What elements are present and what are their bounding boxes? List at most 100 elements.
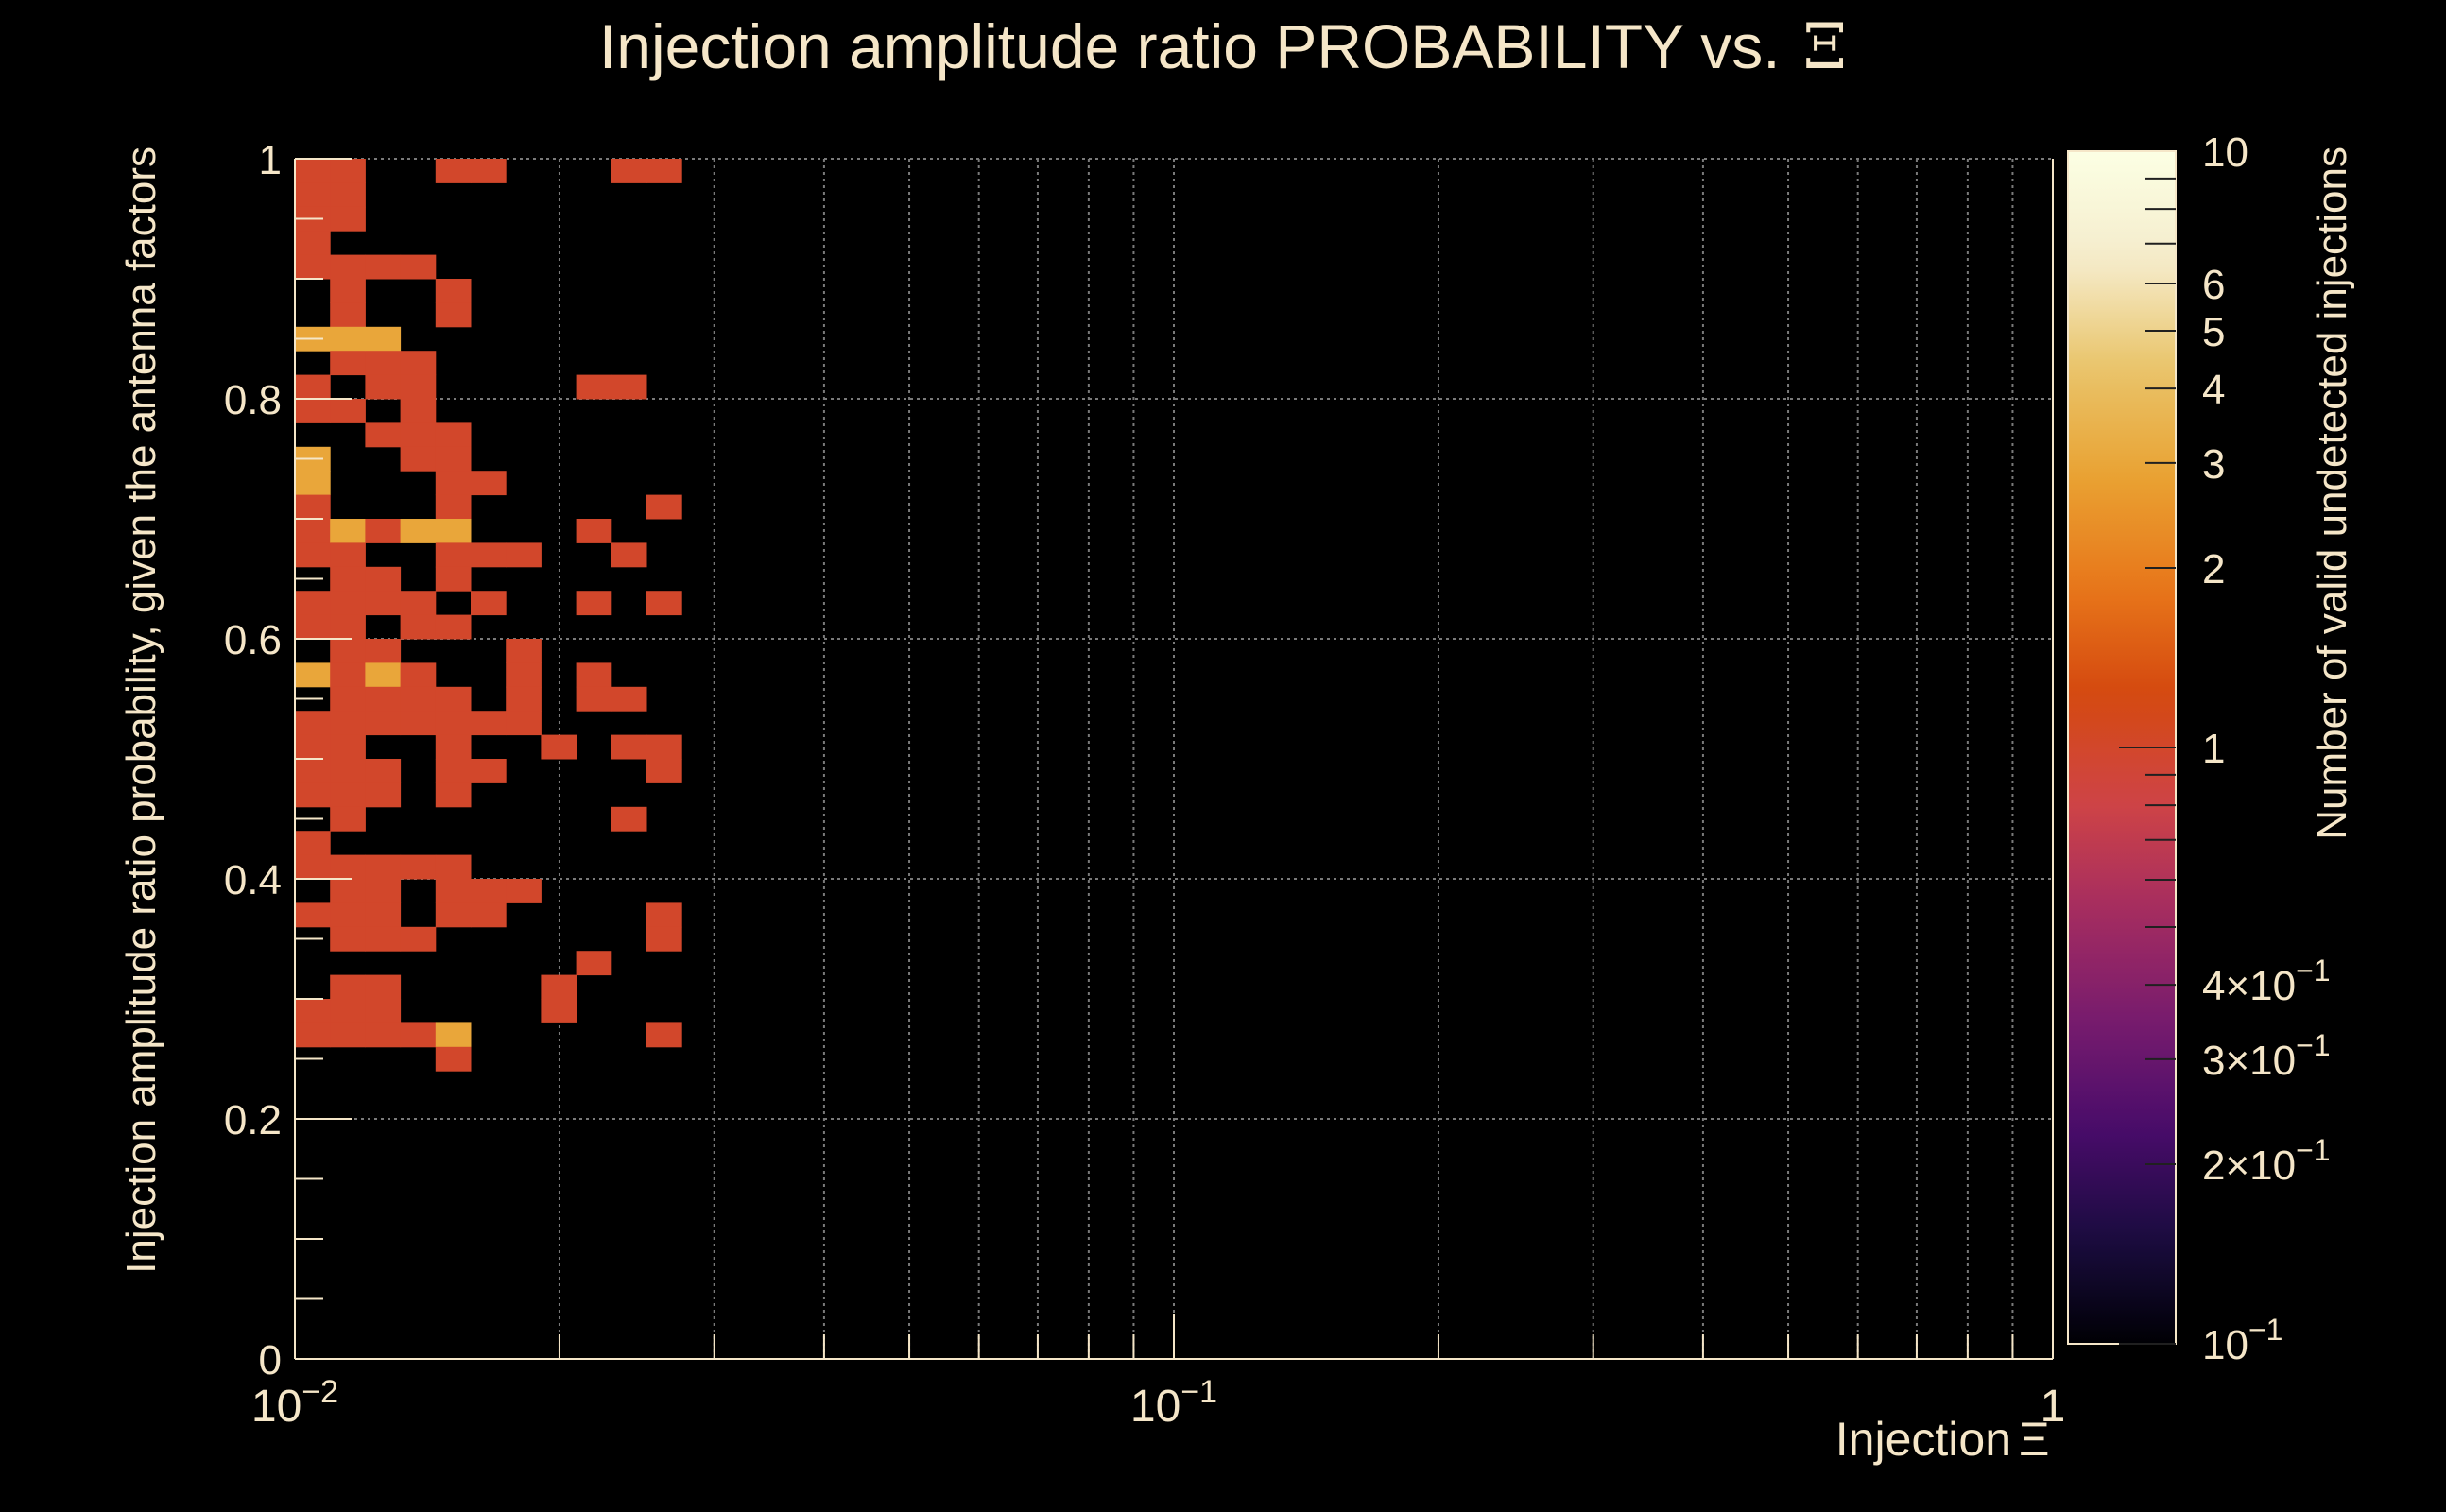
x-tick-label: 1 <box>2041 1382 2066 1432</box>
heatmap-cell <box>435 159 472 183</box>
heatmap-cell <box>400 854 437 880</box>
heatmap-cell <box>400 519 437 543</box>
heatmap-cell <box>646 902 682 928</box>
heatmap-cell <box>576 591 612 616</box>
heatmap-cell <box>471 542 507 568</box>
x-axis-label: Injection <box>1835 1413 2011 1466</box>
heatmap-cell <box>435 686 472 712</box>
heatmap-cell <box>400 686 437 712</box>
heatmap-cell <box>541 974 577 1000</box>
heatmap-cell <box>576 662 612 688</box>
x-tick-label: 10−2 <box>251 1374 338 1432</box>
heatmap-cell <box>330 854 366 880</box>
heatmap-cell <box>330 326 366 352</box>
heatmap-cell <box>435 734 472 760</box>
heatmap-cell <box>295 831 331 856</box>
heatmap-cell <box>471 711 507 736</box>
heatmap-cell <box>330 542 366 568</box>
heatmap-cell <box>365 974 402 1000</box>
heatmap-cell <box>365 519 402 543</box>
heatmap-cell <box>330 1022 366 1048</box>
heatmap-cell <box>330 519 366 543</box>
heatmap-cell <box>330 662 366 688</box>
heatmap-cell <box>611 806 647 832</box>
heatmap-cell <box>435 422 472 448</box>
heatmap-cell <box>295 399 331 423</box>
heatmap-cell <box>295 159 331 183</box>
heatmap-cell <box>365 591 402 616</box>
heatmap-cell <box>365 782 402 808</box>
heatmap-cell <box>330 926 366 952</box>
heatmap-cell <box>611 159 647 183</box>
heatmap-cell <box>295 782 331 808</box>
heatmap-cell <box>646 734 682 760</box>
heatmap-cell <box>646 1022 682 1048</box>
heatmap-cell <box>365 1022 402 1048</box>
heatmap-cell <box>611 734 647 760</box>
heatmap-cell <box>365 686 402 712</box>
colorbar-tick-label: 6 <box>2202 262 2225 308</box>
heatmap-cell <box>646 926 682 952</box>
heatmap-cell <box>365 926 402 952</box>
heatmap-cell <box>295 519 331 543</box>
heatmap-cell <box>576 374 612 400</box>
heatmap-cell <box>330 206 366 232</box>
heatmap-cell <box>646 494 682 520</box>
heatmap-cell <box>646 591 682 616</box>
heatmap-cell <box>365 902 402 928</box>
heatmap-cell <box>295 471 331 496</box>
heatmap-cell <box>435 494 472 520</box>
heatmap-cell <box>435 854 472 880</box>
y-axis-label: Injection amplitude ratio probability, g… <box>118 146 164 1274</box>
heatmap-cell <box>471 591 507 616</box>
heatmap-cell <box>295 591 331 616</box>
heatmap-cell <box>646 759 682 783</box>
heatmap-cell <box>330 399 366 423</box>
heatmap-cell <box>471 759 507 783</box>
heatmap-cell <box>506 711 542 736</box>
heatmap-cell <box>330 734 366 760</box>
colorbar: 10 65 4 3 2 1 4×10−1 3×10−1 2×10−1 10−1 <box>2067 129 2331 1368</box>
heatmap-cell <box>295 374 331 400</box>
colorbar-tick-label: 4 <box>2202 367 2225 413</box>
heatmap-cell <box>295 902 331 928</box>
colorbar-tick-label: 1 <box>2202 726 2225 772</box>
heatmap-cell <box>295 854 331 880</box>
heatmap-cell <box>365 422 402 448</box>
heatmap-cell <box>330 279 366 303</box>
heatmap-cell <box>365 566 402 592</box>
heatmap-cell <box>330 879 366 903</box>
heatmap-cell <box>576 951 612 976</box>
colorbar-tick-label: 10 <box>2202 129 2248 176</box>
heatmap-cell <box>435 519 472 543</box>
heatmap-cell <box>330 782 366 808</box>
heatmap-cell <box>400 422 437 448</box>
heatmap-cell <box>330 806 366 832</box>
heatmap-cell <box>365 662 402 688</box>
heatmap-cell <box>471 902 507 928</box>
heatmap-cell <box>365 351 402 376</box>
heatmap-cell <box>506 879 542 903</box>
heatmap-cell <box>435 1022 472 1048</box>
heatmap-cell <box>576 686 612 712</box>
colorbar-tick-label: 10−1 <box>2202 1313 2282 1368</box>
y-tick-label: 0 <box>259 1337 282 1383</box>
heatmap-cell <box>295 494 331 520</box>
heatmap-cell <box>611 374 647 400</box>
colorbar-tick-label: 3×10−1 <box>2202 1028 2331 1084</box>
heatmap-cell <box>295 662 331 688</box>
heatmap-cell <box>295 542 331 568</box>
heatmap-cell <box>295 1022 331 1048</box>
heatmap-cell <box>435 902 472 928</box>
heatmap-cell <box>330 159 366 183</box>
heatmap-cell <box>330 759 366 783</box>
heatmap-cell <box>576 519 612 543</box>
x-axis-label-symbol: Ξ <box>2019 1413 2050 1466</box>
heatmap-cell <box>365 879 402 903</box>
heatmap-cell <box>330 566 366 592</box>
colorbar-tick-label: 2×10−1 <box>2202 1133 2331 1189</box>
y-tick-label: 0.4 <box>224 857 282 903</box>
heatmap-cell <box>400 1022 437 1048</box>
